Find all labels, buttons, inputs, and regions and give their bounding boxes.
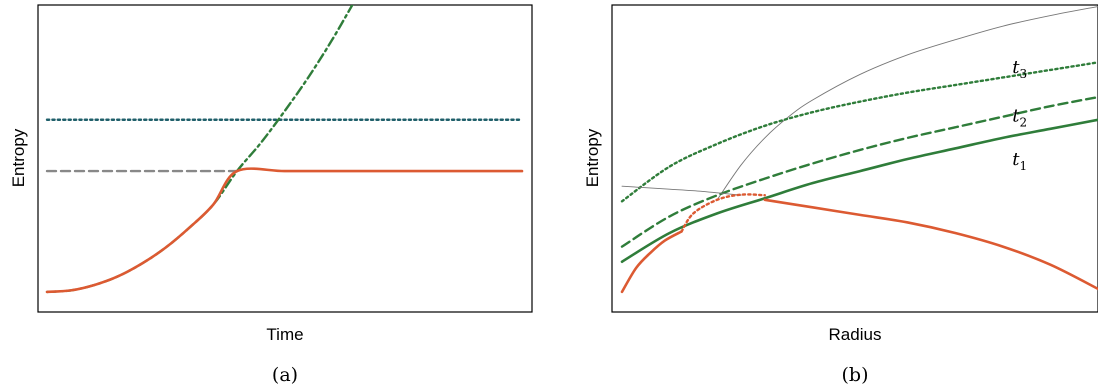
panel-b-series-group — [620, 6, 1098, 294]
panel-b-series-0-line — [716, 6, 1098, 201]
panel-a-frame — [37, 4, 533, 313]
panel-a-caption: (a) — [272, 364, 298, 386]
curve-label-t2-main: t — [1012, 105, 1020, 126]
panel-b-series-5-line — [680, 193, 766, 233]
panel-a: Time Entropy (a) — [9, 4, 533, 386]
panel-b-caption: (b) — [842, 364, 869, 386]
panel-b-series-7-line — [763, 198, 1098, 291]
panel-b-xlabel: Radius — [829, 325, 882, 344]
panel-b-ylabel: Entropy — [583, 128, 602, 187]
panel-b-series-3-line — [620, 118, 1098, 263]
panel-a-series-2-line — [45, 5, 354, 294]
panel-a-xlabel: Time — [266, 325, 303, 344]
curve-label-t2-subscript: 2 — [1020, 115, 1028, 129]
panel-a-ylabel: Entropy — [9, 128, 28, 187]
panel-b-series-1-line — [620, 61, 1098, 203]
panel-b-series-2-line — [620, 95, 1098, 248]
panel-b-series-4-line — [621, 185, 742, 196]
curve-label-t1: t1 — [1012, 149, 1027, 173]
panel-a-series-3-line — [45, 167, 524, 294]
curve-label-t3-main: t — [1012, 57, 1020, 78]
panel-b-series-6-line — [620, 230, 683, 294]
panel-b-frame — [611, 4, 1098, 313]
curve-label-t1-main: t — [1012, 149, 1020, 170]
curve-label-t1-subscript: 1 — [1020, 159, 1028, 173]
curve-label-t2: t2 — [1012, 105, 1027, 129]
curve-label-t3-subscript: 3 — [1020, 67, 1028, 81]
curve-label-t3: t3 — [1012, 57, 1027, 81]
panel-a-series-group — [45, 5, 524, 294]
